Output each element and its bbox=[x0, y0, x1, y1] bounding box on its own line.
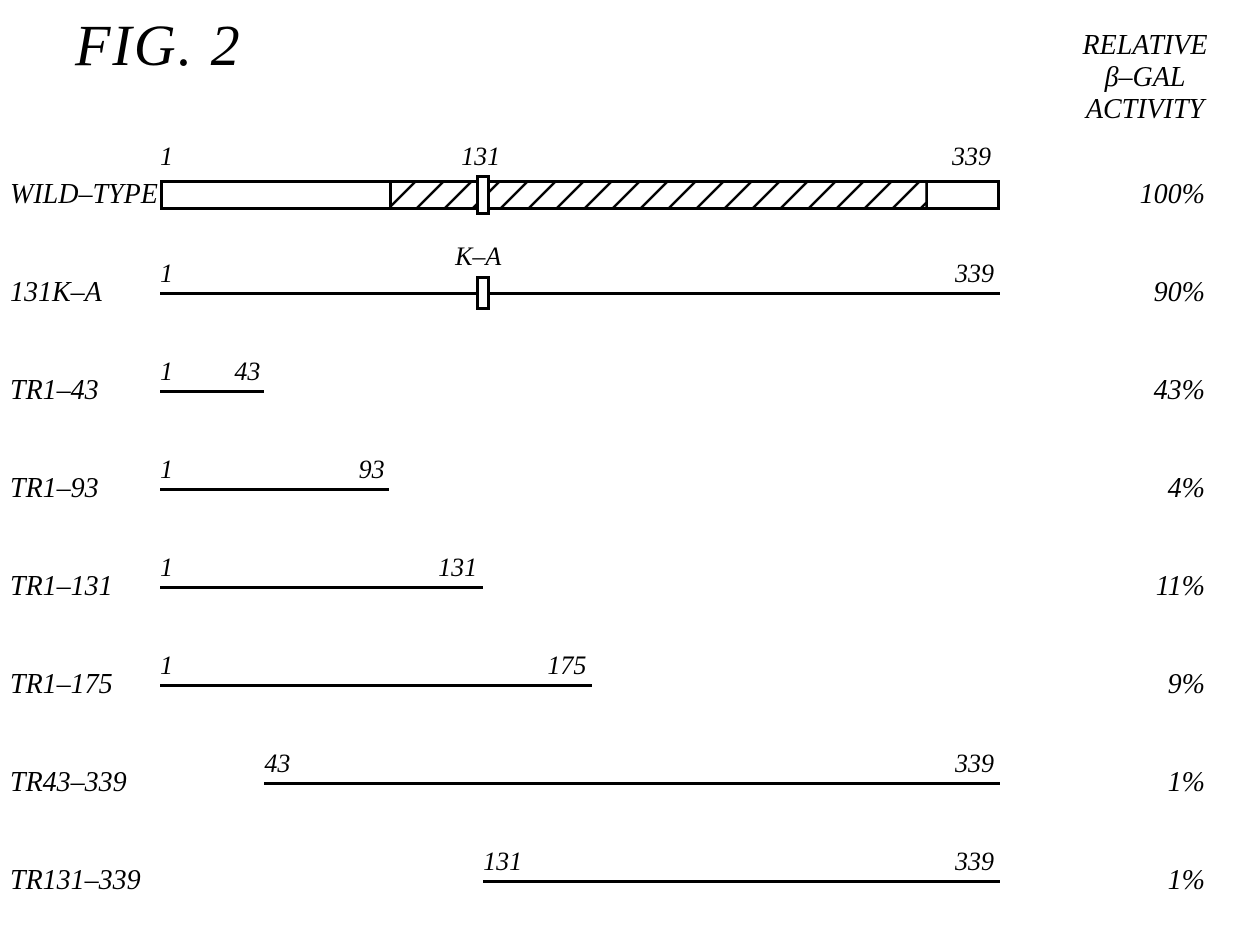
position-marker bbox=[476, 276, 490, 310]
activity-value: 11% bbox=[1095, 571, 1205, 603]
start-label: 1 bbox=[160, 259, 173, 289]
marker-label: 131 bbox=[461, 142, 500, 172]
start-label: 1 bbox=[160, 651, 173, 681]
activity-header: RELATIVEβ–GALACTIVITY bbox=[1060, 30, 1230, 127]
row-label: 131K–A bbox=[10, 277, 102, 309]
activity-value: 4% bbox=[1095, 473, 1205, 505]
figure-title: FIG. 2 bbox=[75, 12, 242, 79]
start-label: 1 bbox=[160, 553, 173, 583]
segment-line bbox=[264, 782, 1000, 785]
marker-label: K–A bbox=[455, 242, 501, 272]
end-label: 339 bbox=[955, 749, 994, 779]
header-line: ACTIVITY bbox=[1060, 94, 1230, 126]
hatch-region bbox=[389, 180, 928, 210]
segment-line bbox=[160, 586, 483, 589]
row-label: TR1–175 bbox=[10, 669, 113, 701]
start-label: 131 bbox=[483, 847, 522, 877]
row-label: TR1–131 bbox=[10, 571, 113, 603]
end-label: 339 bbox=[952, 142, 991, 172]
segment-line bbox=[483, 880, 1000, 883]
figure-canvas: FIG. 2 RELATIVEβ–GALACTIVITY WILD–TYPE 10… bbox=[0, 0, 1240, 952]
activity-value: 1% bbox=[1095, 767, 1205, 799]
activity-value: 90% bbox=[1095, 277, 1205, 309]
row-label: WILD–TYPE bbox=[10, 179, 158, 211]
start-label: 43 bbox=[264, 749, 290, 779]
end-label: 43 bbox=[234, 357, 260, 387]
start-label: 1 bbox=[160, 142, 173, 172]
row-label: TR131–339 bbox=[10, 865, 141, 897]
end-label: 339 bbox=[955, 847, 994, 877]
activity-value: 43% bbox=[1095, 375, 1205, 407]
position-marker bbox=[476, 175, 490, 215]
row-label: TR1–93 bbox=[10, 473, 99, 505]
end-label: 93 bbox=[359, 455, 385, 485]
row-label: TR1–43 bbox=[10, 375, 99, 407]
segment-line bbox=[160, 488, 389, 491]
end-label: 175 bbox=[547, 651, 586, 681]
start-label: 1 bbox=[160, 455, 173, 485]
activity-value: 100% bbox=[1095, 179, 1205, 211]
segment-line bbox=[160, 390, 264, 393]
end-label: 131 bbox=[438, 553, 477, 583]
row-label: TR43–339 bbox=[10, 767, 127, 799]
start-label: 1 bbox=[160, 357, 173, 387]
header-line: β–GAL bbox=[1060, 62, 1230, 94]
segment-line bbox=[160, 292, 1000, 295]
activity-value: 1% bbox=[1095, 865, 1205, 897]
segment-line bbox=[160, 684, 592, 687]
header-line: RELATIVE bbox=[1060, 30, 1230, 62]
end-label: 339 bbox=[955, 259, 994, 289]
activity-value: 9% bbox=[1095, 669, 1205, 701]
